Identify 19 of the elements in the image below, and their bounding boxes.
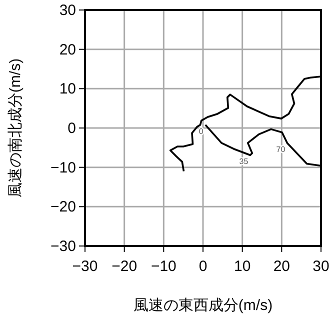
y-tick-label: −10 [50,159,76,176]
x-axis-title: 風速の東西成分(m/s) [133,297,273,314]
y-tick-label: 10 [59,80,76,98]
x-tick-label: 30 [312,258,330,275]
annotation: 70 [276,144,286,154]
x-tick-label: −30 [72,258,98,275]
x-tick-label: −10 [150,258,176,275]
x-tick-label: 0 [198,258,208,275]
y-tick-label: 30 [59,2,76,19]
annotation: 0 [198,126,204,136]
x-tick-label: −20 [112,258,138,275]
y-tick-label: 0 [68,120,76,137]
x-tick-label: 20 [273,258,290,275]
y-tick-label: −30 [50,238,76,255]
y-tick-label: 20 [59,41,76,58]
annotation: 35 [239,157,249,166]
x-tick-label: 10 [234,258,251,275]
y-axis-title: 風速の南北成分(m/s) [7,58,24,198]
y-tick-label: −20 [50,198,76,216]
